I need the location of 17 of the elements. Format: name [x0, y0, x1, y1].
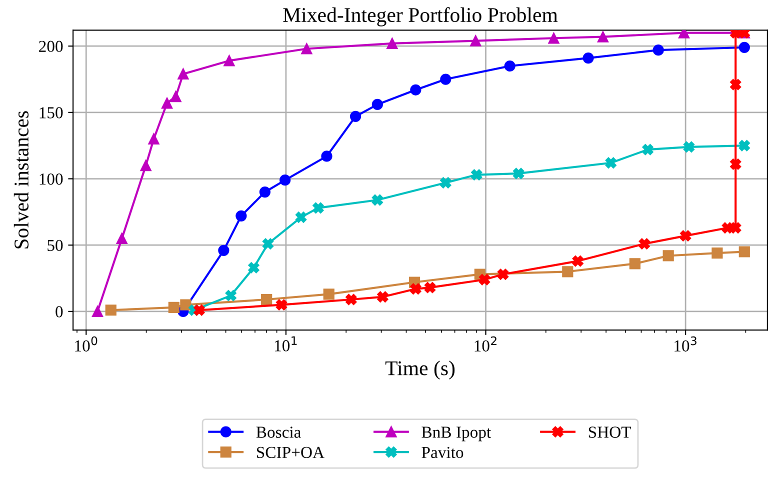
legend-label: Boscia [256, 426, 302, 438]
legend-label: SCIP+OA [256, 446, 324, 458]
legend-label: Pavito [422, 446, 464, 458]
y-tick-label: 100 [40, 173, 63, 185]
y-tick-label: 200 [39, 40, 63, 52]
chart-title: Mixed-Integer Portfolio Problem [283, 7, 558, 26]
x-axis-title: Time (s) [385, 360, 455, 380]
y-axis-title: Solved instances [14, 111, 29, 248]
x-tick-label: 10$^{2}$ [474, 336, 496, 352]
x-tick-label: 10$^{3}$ [674, 336, 696, 352]
legend-label: BnB Ipopt [422, 426, 492, 442]
x-tick-label: 10$^{1}$ [274, 336, 297, 352]
y-tick-label: 50 [48, 240, 63, 252]
x-tick-label: 10$^{0}$ [75, 336, 98, 352]
legend-label: SHOT [588, 426, 632, 438]
y-tick-label: 0 [56, 306, 63, 318]
y-tick-label: 150 [40, 107, 63, 118]
